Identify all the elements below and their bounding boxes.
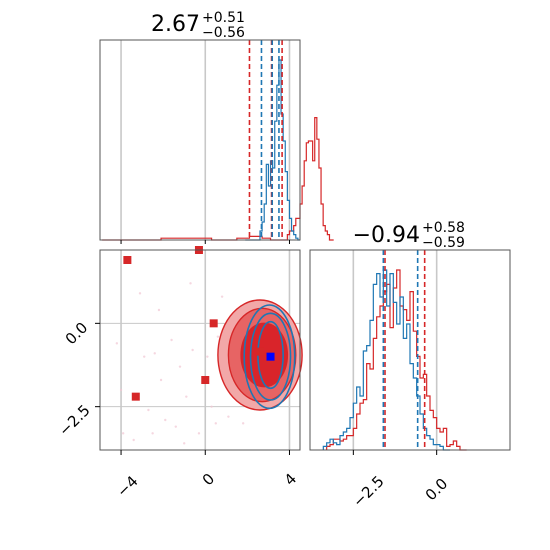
blue-marker (266, 352, 275, 361)
red-marker (131, 392, 140, 401)
x-tick-label-param2: −2.5 (349, 472, 387, 510)
scatter-point (170, 338, 173, 342)
scatter-point (220, 295, 224, 298)
scatter-point (147, 408, 150, 412)
param1-title-minus: −0.56 (202, 25, 245, 41)
scatter-point (189, 282, 192, 285)
scatter-point (164, 418, 167, 422)
scatter-point (153, 352, 156, 355)
scatter-point (185, 395, 188, 398)
scatter-point (159, 378, 163, 382)
param1-title-value: 2.67 (151, 12, 200, 37)
scatter-point (206, 355, 209, 358)
red-marker (201, 376, 210, 384)
scatter-point (227, 415, 230, 418)
panel-frame (99, 249, 301, 451)
scatter-point (191, 348, 194, 352)
blue-histogram (322, 269, 450, 451)
scatter-point (210, 405, 213, 408)
scatter-point (183, 442, 186, 445)
scatter-point (138, 292, 142, 295)
y-tick-label-param2: −2.5 (55, 401, 93, 439)
red-marker (123, 256, 132, 264)
scatter-point (214, 422, 217, 425)
red-marker (209, 319, 218, 328)
scatter-point (216, 335, 220, 338)
scatter-point (132, 438, 135, 442)
scatter-point (115, 342, 119, 345)
red-marker (256, 347, 264, 356)
scatter-point (157, 308, 161, 312)
blue-contour (243, 304, 296, 410)
scatter-point (151, 432, 154, 435)
blue-histogram (245, 59, 300, 241)
scatter-point (197, 432, 201, 435)
x-tick-label-param1: 0 (199, 470, 218, 489)
scatter-point (174, 425, 177, 428)
red-histogram (102, 117, 334, 241)
panel-frame (99, 39, 301, 241)
blue-contour (249, 312, 292, 401)
joint-panel (99, 246, 303, 451)
y-tick-label-param2: 0.0 (62, 319, 92, 349)
x-tick-label-param1: 4 (281, 470, 300, 489)
scatter-point (143, 355, 146, 358)
x-tick-label-param1: −4 (113, 472, 141, 500)
red-histogram (326, 269, 467, 451)
param1-title-plus: +0.51 (202, 10, 245, 26)
scatter-point (121, 432, 125, 435)
panel-frame (309, 249, 511, 451)
marginal-param2-panel (309, 249, 511, 451)
scatter-point (178, 365, 182, 368)
param2-title-plus: +0.58 (422, 220, 465, 236)
param2-title-minus: −0.59 (422, 235, 465, 251)
scatter-point (241, 422, 245, 425)
marginal-param1-panel (99, 39, 334, 241)
scatter-point (119, 388, 123, 392)
x-tick-label-param2: 0.0 (422, 475, 452, 505)
param2-title-value: −0.94 (353, 223, 420, 248)
